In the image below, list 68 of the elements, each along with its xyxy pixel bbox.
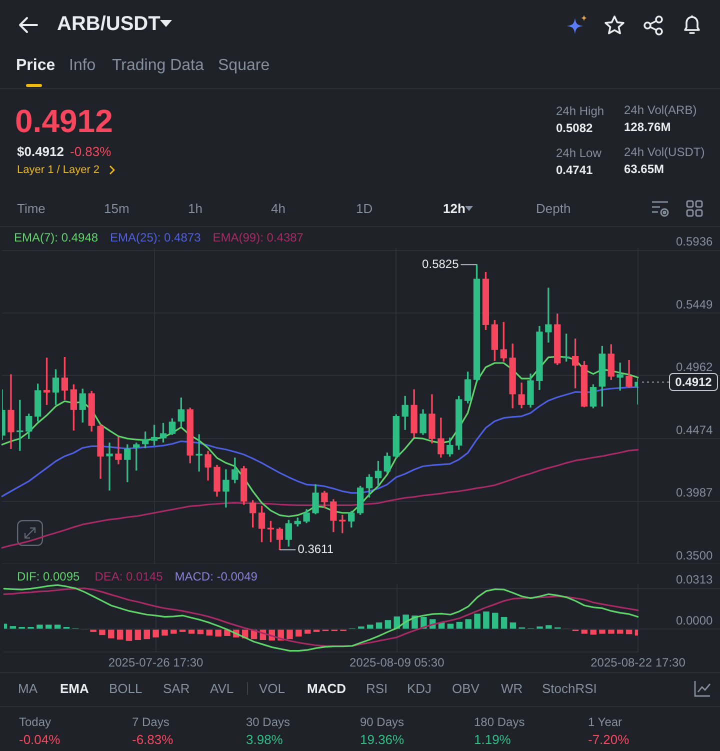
- text: Today: [19, 714, 52, 730]
- text: Price: [16, 56, 56, 76]
- text: 24h Low: [556, 145, 602, 161]
- text: 128.76M: [624, 119, 671, 135]
- text: EMA(7): 0.4948: [14, 230, 98, 244]
- chart-title: ARB/USDT: [57, 12, 160, 36]
- text: Info: [69, 56, 96, 76]
- text: -0.04%: [19, 730, 60, 748]
- text: MA: [18, 680, 38, 696]
- y-tick-label: 0.0000: [676, 614, 714, 628]
- text: 63.65M: [624, 161, 664, 177]
- text: 0.3611: [298, 542, 334, 556]
- text: 19.36%: [360, 730, 404, 748]
- text: Layer 1 / Layer 2: [17, 162, 100, 178]
- text: 180 Days: [474, 714, 525, 730]
- text: KDJ: [407, 680, 432, 696]
- text: 90 Days: [360, 714, 404, 730]
- text: -0.83%: [70, 142, 112, 160]
- text: -7.20%: [588, 730, 630, 748]
- x-tick-label: 2025-07-26 17:30: [108, 656, 204, 670]
- x-tick-label: 2025-08-22 17:30: [590, 656, 686, 670]
- text: Square: [218, 56, 270, 76]
- text: 24h High: [556, 103, 604, 119]
- text: 15m: [104, 200, 130, 216]
- text: Trading Data: [112, 56, 204, 76]
- text: 30 Days: [246, 714, 290, 730]
- text: Depth: [536, 200, 571, 216]
- text: 0.5082: [556, 120, 593, 136]
- text: RSI: [366, 680, 388, 696]
- text: Time: [17, 200, 46, 216]
- y-tick-label: 0.5936: [676, 234, 714, 249]
- text: MACD: -0.0049: [174, 569, 258, 584]
- text: WR: [501, 680, 523, 696]
- y-tick-label: 0.3987: [676, 486, 714, 500]
- text: EMA(99): 0.4387: [212, 230, 304, 244]
- text: 0.4912: [15, 103, 113, 139]
- text: StochRSI: [542, 680, 597, 696]
- text: MACD: [307, 680, 346, 696]
- text: OBV: [452, 680, 480, 696]
- x-tick-label: 2025-08-09 05:30: [350, 656, 445, 670]
- text: -6.83%: [132, 730, 174, 748]
- text: 4h: [271, 200, 286, 216]
- text: 3.98%: [246, 730, 283, 748]
- text: 0.5825: [422, 256, 459, 271]
- series-label: DIF: 0.0095: [17, 569, 80, 584]
- text: 1.19%: [474, 730, 511, 748]
- text: 0.4741: [556, 162, 593, 178]
- text: BOLL: [109, 680, 142, 696]
- annotation: 0.4912: [669, 373, 718, 392]
- y-tick-label: 0.0313: [676, 572, 714, 587]
- text: 7 Days: [132, 714, 170, 730]
- series-label: DEA: 0.0145: [94, 569, 164, 584]
- y-tick-label: 0.3500: [676, 548, 714, 562]
- text: AVL: [210, 680, 234, 696]
- text: EMA: [60, 680, 89, 696]
- y-tick-label: 0.4474: [676, 422, 714, 437]
- text: SAR: [163, 680, 190, 696]
- text: 12h: [443, 200, 466, 216]
- text: 1h: [188, 200, 202, 216]
- text: 1D: [356, 200, 373, 216]
- y-tick-label: 0.5449: [676, 297, 714, 312]
- text: 24h Vol(ARB): [624, 102, 697, 118]
- text: 24h Vol(USDT): [624, 144, 705, 160]
- text: VOL: [259, 680, 286, 696]
- text: $0.4912: [17, 142, 64, 160]
- text: EMA(25): 0.4873: [110, 230, 202, 244]
- y-tick-label: 0.4962: [676, 360, 714, 374]
- text: 1 Year: [588, 714, 622, 730]
